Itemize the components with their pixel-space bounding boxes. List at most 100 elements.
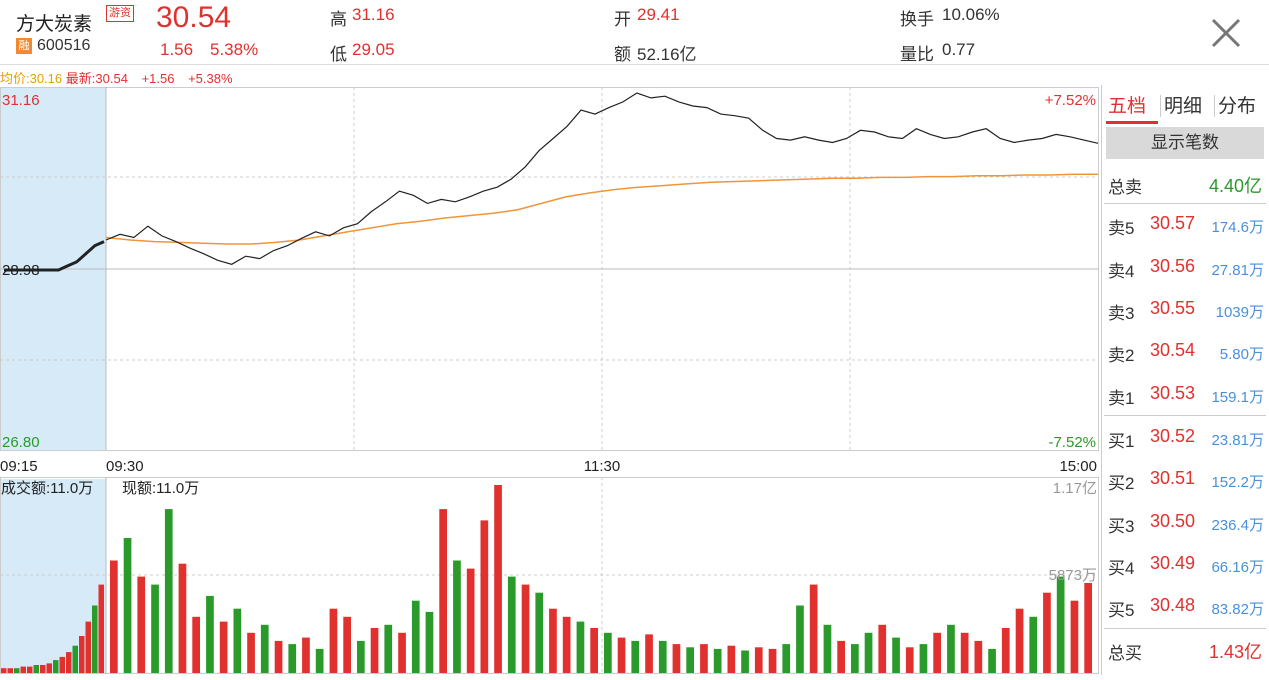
- avg-price-line: [105, 173, 1098, 245]
- volume-bar: [1001, 628, 1010, 673]
- level-label: 买1: [1108, 432, 1135, 451]
- level-label: 卖3: [1108, 304, 1135, 323]
- pre-market-volume-bars: [1, 584, 104, 673]
- sell-level-5[interactable]: 卖5 30.57 174.6万: [1104, 210, 1266, 240]
- sell-level-2[interactable]: 卖2 30.54 5.80万: [1104, 337, 1266, 367]
- low-value: 29.05: [352, 40, 395, 59]
- pre-market-volume-bar: [59, 656, 65, 673]
- volume-bar: [549, 608, 557, 673]
- volume-bar: [233, 608, 242, 673]
- level-price: 30.55: [1150, 298, 1196, 318]
- buy-level-3[interactable]: 买3 30.50 236.4万: [1104, 508, 1266, 538]
- buy-level-5[interactable]: 买5 30.48 83.82万: [1104, 592, 1266, 622]
- volume-bar: [851, 644, 859, 673]
- divider: [1104, 415, 1266, 416]
- total-sell-label: 总卖: [1108, 178, 1142, 197]
- total-buy-label: 总买: [1108, 644, 1142, 663]
- volume-bar: [905, 647, 914, 673]
- change-percent: 5.38%: [210, 40, 259, 59]
- pre-market-price-line: [4, 240, 105, 272]
- volume-bar: [562, 616, 571, 673]
- volume-bar: [1043, 592, 1051, 673]
- active-tab-indicator: [1106, 121, 1158, 124]
- pre-market-volume-bar: [85, 621, 91, 673]
- volume-bar: [164, 509, 173, 673]
- close-icon[interactable]: [1205, 12, 1247, 54]
- volume-bars: [110, 485, 1092, 673]
- axis-bottom-pct: -7.52%: [1048, 434, 1096, 451]
- turnover-value: 10.06%: [942, 5, 1000, 24]
- buy-level-1[interactable]: 买1 30.52 23.81万: [1104, 423, 1266, 453]
- intraday-chart[interactable]: 31.16 28.98 26.80 +7.52% -7.52% 09:15 09…: [0, 85, 1100, 675]
- level-price: 30.49: [1150, 553, 1196, 573]
- margin-badge-icon: 融: [16, 38, 32, 54]
- volume-bar: [535, 592, 544, 673]
- order-book-panel: 五档 明细 分布 显示笔数 总卖 4.40亿 卖5 30.57 174.6万 卖…: [1104, 87, 1266, 675]
- volume-bar: [727, 645, 736, 673]
- level-volume: 66.16万: [1211, 559, 1264, 576]
- tab-distribution[interactable]: 分布: [1218, 96, 1257, 117]
- volume-ratio-value: 0.77: [942, 40, 976, 59]
- sell-level-4[interactable]: 卖4 30.56 27.81万: [1104, 253, 1266, 283]
- pre-market-volume-bar: [27, 666, 33, 673]
- volume-bar: [384, 624, 393, 673]
- level-label: 买3: [1108, 517, 1135, 536]
- pre-market-volume-bar: [14, 668, 20, 673]
- level-volume: 27.81万: [1211, 262, 1264, 279]
- volume-bar: [837, 640, 845, 673]
- volume-bar: [1070, 600, 1079, 673]
- volume-bar: [219, 621, 228, 673]
- volume-bar: [988, 648, 996, 673]
- avg-price-label: 均价:30.16: [0, 71, 63, 86]
- volume-bar: [453, 560, 461, 673]
- sell-level-3[interactable]: 卖3 30.55 1039万: [1104, 295, 1266, 325]
- tab-separator: [1160, 95, 1161, 117]
- time-label-0915: 09:15: [0, 458, 38, 475]
- volume-bar: [260, 624, 269, 673]
- tag-badge[interactable]: 游资: [106, 5, 134, 22]
- intraday-chart-svg[interactable]: 31.16 28.98 26.80 +7.52% -7.52% 09:15 09…: [0, 85, 1100, 675]
- level-volume: 159.1万: [1211, 389, 1264, 406]
- open-value: 29.41: [637, 5, 680, 24]
- buy-level-4[interactable]: 买4 30.49 66.16万: [1104, 550, 1266, 580]
- pre-market-volume-bar: [79, 636, 85, 673]
- volume-bar: [206, 595, 214, 673]
- volume-bar: [933, 632, 941, 673]
- volume-bar: [439, 509, 447, 673]
- axis-top-pct: +7.52%: [1045, 92, 1096, 109]
- volume-bar: [137, 576, 146, 673]
- volume-bar: [398, 632, 406, 673]
- pre-market-volume-bar: [92, 605, 98, 673]
- volume-bar: [713, 648, 722, 673]
- volume-bar: [919, 644, 928, 673]
- volume-bar: [960, 632, 969, 673]
- volume-bar: [192, 616, 200, 673]
- tab-five-levels[interactable]: 五档: [1108, 96, 1147, 117]
- high-label: 高: [330, 10, 347, 29]
- volume-bar: [974, 640, 983, 673]
- high-value: 31.16: [352, 5, 395, 24]
- open-label: 开: [614, 10, 631, 29]
- level-label: 买5: [1108, 601, 1135, 620]
- volume-bar: [768, 648, 777, 673]
- volume-bar: [151, 584, 159, 673]
- quote-header: 方大炭素 游资 30.54 融 600516 1.56 5.38% 高 31.1…: [0, 0, 1269, 66]
- pre-market-volume-bar: [46, 663, 52, 673]
- volume-bar: [576, 621, 585, 673]
- volume-bar: [357, 640, 365, 673]
- stock-name: 方大炭素: [16, 14, 93, 35]
- tab-details[interactable]: 明细: [1164, 96, 1203, 117]
- pre-market-volume-bar: [40, 665, 46, 673]
- volume-bar: [274, 640, 283, 673]
- buy-level-2[interactable]: 买2 30.51 152.2万: [1104, 465, 1266, 495]
- volume-bar: [823, 624, 832, 673]
- volume-bar: [480, 520, 489, 673]
- total-sell-value: 4.40亿: [1208, 176, 1262, 196]
- sell-level-1[interactable]: 卖1 30.53 159.1万: [1104, 380, 1266, 410]
- show-count-button[interactable]: 显示笔数: [1106, 127, 1264, 159]
- volume-bar: [494, 485, 502, 673]
- axis-prev-close: 28.98: [2, 262, 40, 279]
- volume-bar: [466, 568, 475, 673]
- volume-bar: [1029, 616, 1038, 673]
- turnover-label: 换手: [900, 10, 934, 29]
